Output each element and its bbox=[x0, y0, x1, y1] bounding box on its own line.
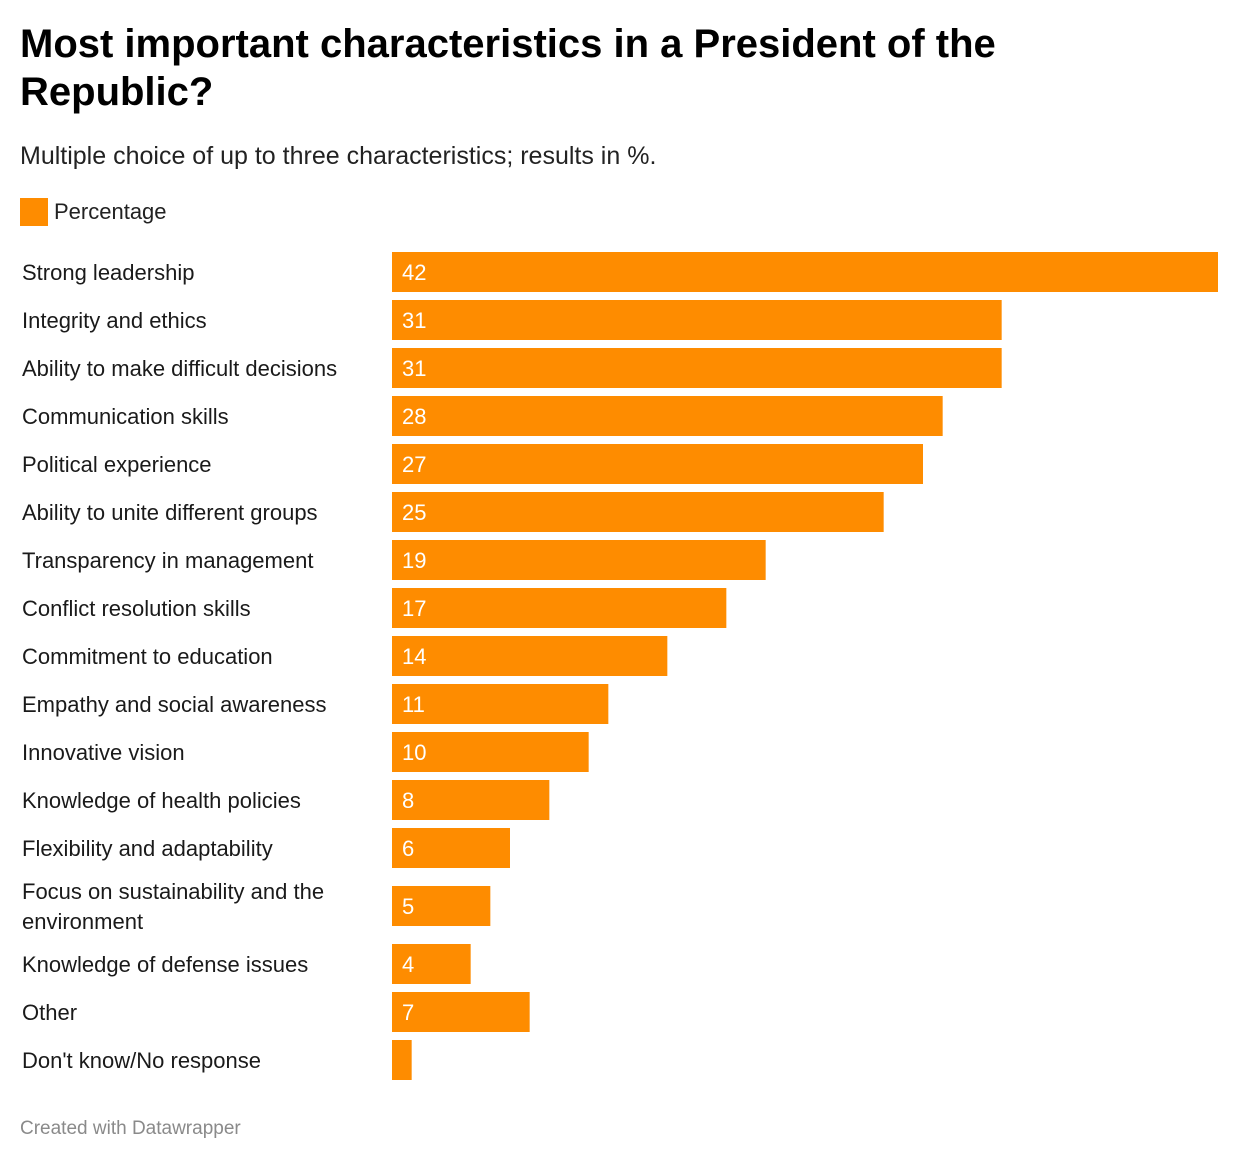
category-label: Communication skills bbox=[22, 404, 229, 429]
category-label: Don't know/No response bbox=[22, 1048, 261, 1073]
category-label: Ability to unite different groups bbox=[22, 500, 318, 525]
bar bbox=[392, 492, 884, 532]
category-label: Flexibility and adaptability bbox=[22, 836, 273, 861]
value-label: 25 bbox=[402, 500, 426, 525]
bar bbox=[392, 636, 668, 676]
bar bbox=[392, 732, 589, 772]
bar bbox=[392, 944, 471, 984]
category-label: Transparency in management bbox=[22, 548, 313, 573]
value-label: 8 bbox=[402, 788, 414, 813]
value-label: 42 bbox=[402, 260, 426, 285]
bar bbox=[392, 780, 550, 820]
bar bbox=[392, 684, 609, 724]
legend: Percentage bbox=[20, 197, 167, 227]
value-label: 31 bbox=[402, 356, 426, 381]
category-label: Integrity and ethics bbox=[22, 308, 207, 333]
bar bbox=[392, 828, 510, 868]
bar bbox=[392, 348, 1002, 388]
footer-credit: Created with Datawrapper bbox=[20, 1118, 241, 1139]
bar bbox=[392, 1040, 412, 1080]
category-label: Commitment to education bbox=[22, 644, 273, 669]
category-label: Empathy and social awareness bbox=[22, 692, 327, 717]
legend-swatch bbox=[20, 198, 48, 226]
bar bbox=[392, 300, 1002, 340]
category-label: Focus on sustainability and the environme… bbox=[22, 879, 324, 934]
value-label: 27 bbox=[402, 452, 426, 477]
category-label: Conflict resolution skills bbox=[22, 596, 251, 621]
bar bbox=[392, 252, 1218, 292]
chart-title: Most important characteristics in a Pres… bbox=[20, 22, 996, 114]
category-label: Innovative vision bbox=[22, 740, 185, 765]
bar bbox=[392, 992, 530, 1032]
category-label: Political experience bbox=[22, 452, 212, 477]
category-label: Strong leadership bbox=[22, 260, 194, 285]
bar bbox=[392, 588, 727, 628]
value-label: 6 bbox=[402, 836, 414, 861]
bar bbox=[392, 396, 943, 436]
value-label: 28 bbox=[402, 404, 426, 429]
bar bbox=[392, 540, 766, 580]
value-label: 10 bbox=[402, 740, 426, 765]
category-label: Knowledge of health policies bbox=[22, 788, 301, 813]
category-label: Ability to make difficult decisions bbox=[22, 356, 337, 381]
value-label: 11 bbox=[402, 692, 425, 717]
value-label: 4 bbox=[402, 952, 414, 977]
value-label: 14 bbox=[402, 644, 426, 669]
bar bbox=[392, 444, 923, 484]
value-label: 31 bbox=[402, 308, 426, 333]
value-label: 7 bbox=[402, 1000, 414, 1025]
category-label: Knowledge of defense issues bbox=[22, 952, 308, 977]
value-label: 5 bbox=[402, 894, 414, 919]
category-label: Other bbox=[22, 1000, 77, 1025]
chart-subtitle: Multiple choice of up to three character… bbox=[20, 142, 657, 170]
bar bbox=[392, 886, 491, 926]
value-label: 19 bbox=[402, 548, 426, 573]
legend-label: Percentage bbox=[54, 199, 167, 224]
value-label: 17 bbox=[402, 596, 426, 621]
